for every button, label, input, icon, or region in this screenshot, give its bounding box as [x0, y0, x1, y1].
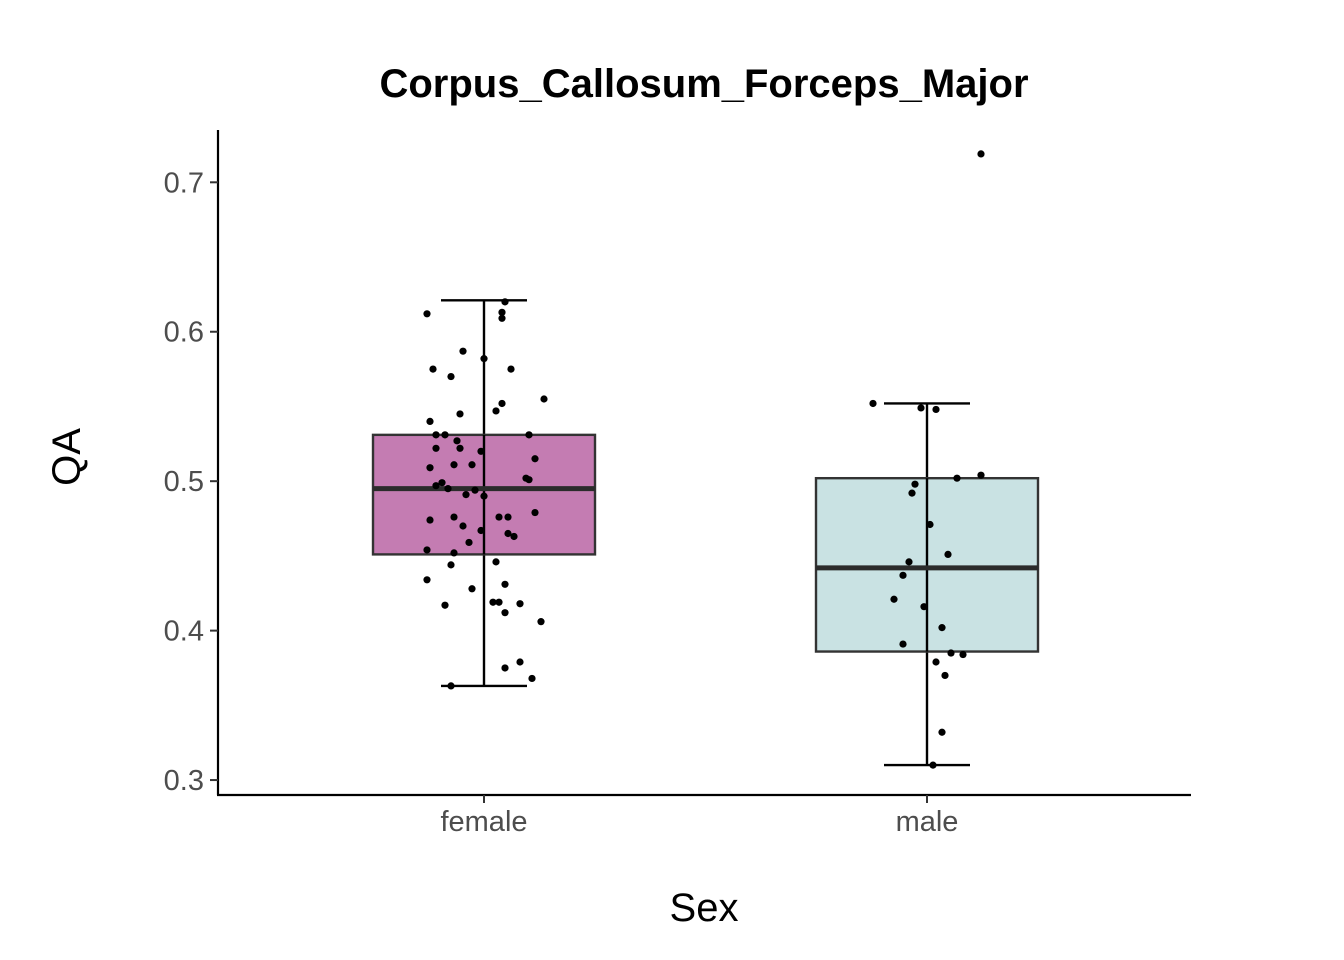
- data-point-female-19: [456, 444, 464, 452]
- data-point-female-45: [492, 558, 500, 566]
- y-tick-label: 0.7: [164, 167, 204, 199]
- data-point-female-5: [480, 355, 488, 363]
- data-point-female-23: [450, 461, 458, 469]
- chart-title: Corpus_Callosum_Forceps_Major: [379, 62, 1028, 106]
- data-point-female-9: [540, 395, 548, 403]
- data-point-female-47: [423, 576, 431, 584]
- data-point-female-57: [501, 664, 509, 672]
- x-axis-title: Sex: [670, 886, 739, 930]
- data-point-female-36: [504, 513, 512, 521]
- data-point-female-41: [510, 532, 518, 541]
- data-point-female-8: [447, 372, 455, 381]
- data-point-female-52: [441, 601, 449, 609]
- data-point-female-26: [525, 476, 533, 484]
- x-tick-label: female: [440, 806, 527, 838]
- data-point-female-29: [444, 485, 452, 493]
- data-point-female-55: [537, 618, 545, 626]
- data-point-female-50: [489, 598, 497, 606]
- data-point-male-7: [908, 489, 916, 497]
- y-tick-label: 0.3: [164, 765, 204, 797]
- data-point-female-1: [501, 298, 509, 306]
- data-point-female-30: [471, 486, 479, 494]
- data-point-female-58: [528, 674, 536, 683]
- data-point-female-2: [498, 308, 506, 316]
- data-point-female-56: [516, 658, 524, 666]
- data-point-male-20: [938, 728, 946, 736]
- data-point-female-22: [468, 461, 476, 469]
- data-point-female-51: [495, 598, 503, 606]
- data-point-female-38: [459, 522, 467, 530]
- x-tick-label: male: [896, 806, 959, 838]
- data-point-male-21: [929, 761, 937, 769]
- data-point-male-8: [926, 520, 934, 529]
- data-point-male-6: [911, 480, 919, 488]
- data-point-male-14: [938, 624, 946, 632]
- data-point-female-31: [462, 491, 470, 499]
- data-point-female-6: [429, 365, 437, 373]
- y-tick-label: 0.5: [164, 466, 204, 498]
- data-point-female-48: [501, 580, 509, 588]
- data-point-male-0: [977, 150, 985, 158]
- data-point-female-17: [453, 437, 461, 445]
- box-group-male: [814, 150, 1040, 769]
- data-point-female-34: [450, 513, 458, 521]
- data-point-female-7: [507, 365, 515, 373]
- data-point-female-10: [498, 399, 506, 408]
- data-point-male-9: [944, 550, 952, 559]
- data-point-female-15: [441, 431, 449, 439]
- data-point-female-27: [438, 479, 446, 487]
- y-axis-ticks: 0.3 0.4 0.5 0.6 0.7: [164, 167, 218, 797]
- data-point-male-10: [905, 558, 913, 566]
- data-point-male-13: [920, 603, 928, 611]
- y-tick-label: 0.6: [164, 317, 204, 349]
- data-point-female-53: [516, 600, 524, 608]
- y-tick-label: 0.4: [164, 616, 204, 648]
- data-point-female-16: [525, 431, 533, 439]
- data-point-male-19: [941, 671, 949, 680]
- data-point-female-46: [447, 561, 455, 569]
- data-point-female-11: [492, 407, 500, 415]
- data-point-female-4: [459, 347, 467, 355]
- data-point-female-21: [531, 455, 539, 463]
- data-point-female-43: [423, 546, 431, 554]
- data-point-female-54: [501, 609, 509, 617]
- data-point-female-59: [447, 682, 455, 690]
- data-point-male-3: [932, 405, 940, 414]
- data-point-male-1: [869, 399, 877, 408]
- data-point-female-18: [432, 444, 440, 452]
- data-point-female-40: [504, 529, 512, 538]
- data-point-female-28: [432, 482, 440, 490]
- data-point-female-13: [426, 417, 434, 426]
- data-point-male-2: [917, 404, 925, 412]
- data-point-female-24: [426, 464, 434, 472]
- data-point-male-17: [959, 650, 967, 659]
- data-point-male-18: [932, 658, 940, 666]
- data-point-female-14: [432, 431, 440, 439]
- y-axis-title: QA: [45, 428, 89, 486]
- data-point-female-37: [426, 516, 434, 524]
- data-point-male-5: [953, 474, 961, 482]
- data-point-male-4: [977, 471, 985, 479]
- data-point-male-16: [947, 649, 955, 657]
- plot-area: [371, 150, 1040, 769]
- data-point-female-44: [450, 549, 458, 557]
- data-point-female-12: [456, 410, 464, 418]
- x-axis-ticks: female male: [440, 795, 958, 838]
- data-point-female-3: [498, 314, 506, 322]
- data-point-female-49: [468, 585, 476, 593]
- data-point-female-20: [477, 447, 485, 455]
- data-point-female-39: [477, 526, 485, 535]
- data-point-female-33: [531, 508, 539, 517]
- data-point-male-11: [899, 571, 907, 579]
- data-point-female-35: [495, 513, 503, 521]
- data-point-female-32: [480, 492, 488, 500]
- data-point-male-12: [890, 595, 898, 603]
- data-point-male-15: [899, 640, 907, 648]
- box-group-female: [371, 298, 597, 690]
- data-point-female-42: [465, 538, 473, 547]
- data-point-female-0: [423, 310, 431, 318]
